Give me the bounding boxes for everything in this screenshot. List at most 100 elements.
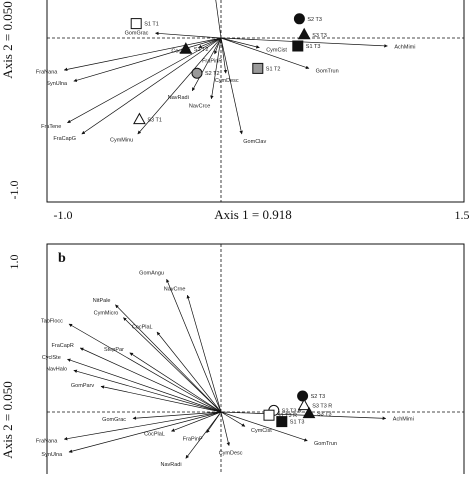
site-marker-s1-t3 bbox=[276, 416, 288, 428]
species-label-cocplal: CocPlaL bbox=[144, 432, 165, 438]
site-marker-s2-t3 bbox=[293, 13, 305, 25]
site-label-s3-t3: S3 T3 bbox=[312, 33, 327, 39]
species-label-navradi: NavRadi bbox=[160, 462, 181, 468]
site-marker-s2-t2 bbox=[191, 67, 203, 79]
panel-a-x-tick-right: 1.5 bbox=[455, 208, 470, 222]
site-marker-s2-t3 bbox=[297, 390, 309, 402]
species-vector-gomclav bbox=[220, 37, 243, 135]
species-label-cymcist: CymCist bbox=[266, 47, 287, 53]
species-vector-cymcist bbox=[220, 37, 260, 49]
panel-b: b Axis 2 = 0.050 1.0 GomAngu NavCrne NitPa… bbox=[0, 243, 465, 479]
species-vector-franana bbox=[63, 411, 222, 441]
site-marker-s1-t3 bbox=[292, 40, 304, 52]
site-label-s1-t3: S1 T3 bbox=[306, 44, 321, 50]
site-label-s2-t3-r: S2 T3 R bbox=[282, 408, 302, 414]
species-vector-cymdesc bbox=[220, 37, 228, 74]
species-label-navcrce: NavCrce bbox=[189, 104, 210, 110]
site-marker-s1-t3-r bbox=[263, 409, 275, 421]
species-vector-gomparv bbox=[100, 385, 222, 413]
site-label-s1-t3: S1 T3 bbox=[290, 420, 305, 426]
site-marker-s3-t1 bbox=[133, 112, 146, 125]
species-vector-tabflocc bbox=[68, 323, 222, 413]
species-vector-gomangu bbox=[166, 278, 222, 413]
site-label-s1-t1: S1 T1 bbox=[144, 22, 159, 28]
site-marker-s3-t2 bbox=[179, 42, 193, 54]
species-label-synulna: SynUlna bbox=[46, 81, 68, 87]
panel-a-x-tick-left: -1.0 bbox=[54, 208, 73, 222]
species-vector-gomparv bbox=[215, 0, 222, 39]
species-label-achmimi: AchMimi bbox=[393, 417, 414, 423]
species-label-franana: FraNana bbox=[36, 69, 58, 75]
species-vector-franana bbox=[63, 37, 222, 72]
species-vector-steppar bbox=[129, 352, 222, 413]
site-marker-s3-t3-r bbox=[297, 398, 311, 411]
species-vector-cymdesc bbox=[220, 411, 230, 446]
panel-b-y-axis-title: Axis 2 = 0.050 bbox=[0, 381, 15, 458]
species-vector-fratene bbox=[67, 37, 222, 124]
species-label-achmimi: AchMimi bbox=[394, 44, 415, 50]
species-vector-fracapg bbox=[81, 37, 222, 135]
species-label-gomtrun: GomTrun bbox=[316, 69, 339, 75]
species-label-navhalo: NavHalo bbox=[46, 366, 67, 372]
species-vector-gomtrun bbox=[220, 37, 310, 70]
species-vector-navradi bbox=[191, 37, 222, 92]
site-label-s2-t3: S2 T3 bbox=[311, 394, 326, 400]
species-label-cymdesc: CymDesc bbox=[219, 450, 243, 456]
species-label-gomtrun: GomTrun bbox=[314, 441, 337, 447]
site-label-s1-t2: S1 T2 bbox=[266, 66, 281, 72]
site-label-s2-t2: S2 T2 bbox=[205, 71, 220, 77]
species-vector-gomgrac bbox=[155, 31, 222, 39]
species-label-steppar: StepPar bbox=[104, 347, 124, 353]
panel-b-plot-area: GomAngu NavCrne NitPale CymMicro CocPlaL TabF… bbox=[36, 244, 464, 474]
species-label-fracapg: FraCapG bbox=[53, 136, 76, 142]
panel-b-letter: b bbox=[58, 251, 66, 266]
species-label-fratene: FraTene bbox=[41, 124, 61, 130]
site-label-s3-t3-r: S3 T3 R bbox=[312, 404, 332, 410]
site-label-s3-t1: S3 T1 bbox=[147, 118, 162, 124]
site-label-s3-t3: S3 T3 bbox=[317, 412, 332, 418]
species-vector-navcrne bbox=[186, 294, 222, 413]
site-marker-s3-t3 bbox=[297, 27, 311, 40]
panel-a-y-tick-label: -1.0 bbox=[7, 181, 21, 200]
species-label-cymmicro: CymMicro bbox=[94, 311, 119, 317]
species-vector-achmimi bbox=[220, 37, 388, 48]
species-label-navcrne: NavCrne bbox=[164, 286, 186, 292]
species-label-gomparv: GomParv bbox=[71, 383, 94, 389]
species-label-fracapr: FraCapR bbox=[52, 343, 74, 349]
species-vector-cocplal bbox=[156, 331, 222, 413]
site-marker-s3-t3 bbox=[302, 406, 316, 419]
species-label-synulna: SynUlna bbox=[41, 452, 63, 458]
species-vector-achmimi bbox=[220, 411, 387, 421]
species-label-cocplal: CocPlaL bbox=[132, 325, 153, 331]
species-vector-gomtrun bbox=[220, 411, 308, 442]
species-label-cyclste: CyclSte bbox=[42, 355, 61, 361]
species-vector-navradi bbox=[185, 411, 222, 459]
species-vector-navcrce bbox=[210, 37, 222, 100]
species-vector-cocplal bbox=[171, 411, 222, 432]
species-label-gomclav: GomClav bbox=[243, 139, 266, 145]
species-label-frapinp: FraPinP bbox=[202, 58, 222, 64]
species-label-tabflocc: TabFlocc bbox=[41, 318, 63, 324]
site-label-s2-t3: S2 T3 bbox=[307, 17, 322, 23]
species-vector-cymmicro bbox=[123, 317, 222, 413]
panel-a-y-axis-title: Axis 2 = 0.050 bbox=[0, 1, 15, 78]
species-vector-cymcist bbox=[220, 411, 246, 427]
species-label-cymminu: CymMinu bbox=[110, 137, 133, 143]
species-label-franana: FraNana bbox=[36, 438, 58, 444]
species-label-gomgrac: GomGrac bbox=[102, 417, 126, 423]
species-vector-synulna bbox=[68, 411, 222, 453]
species-label-navradi: NavRadi bbox=[168, 95, 189, 101]
species-vector-nitpale bbox=[115, 304, 222, 413]
species-label-frapinp: FraPinP bbox=[183, 437, 203, 443]
site-label-s3-t2: S3 T2 bbox=[194, 47, 209, 53]
site-marker-s1-t1 bbox=[130, 18, 142, 30]
site-marker-s1-t2 bbox=[252, 62, 264, 74]
species-vector-cymminu bbox=[137, 37, 222, 135]
panel-a: Axis 2 = 0.050 -1.0 -1.0 1.5 Axis 1 = 0.… bbox=[0, 0, 470, 222]
species-vector-cocplal bbox=[198, 37, 222, 48]
species-label-gomangu: GomAngu bbox=[139, 271, 164, 277]
species-vector-gomgrac bbox=[132, 411, 222, 420]
species-vector-cyclste bbox=[67, 358, 222, 413]
